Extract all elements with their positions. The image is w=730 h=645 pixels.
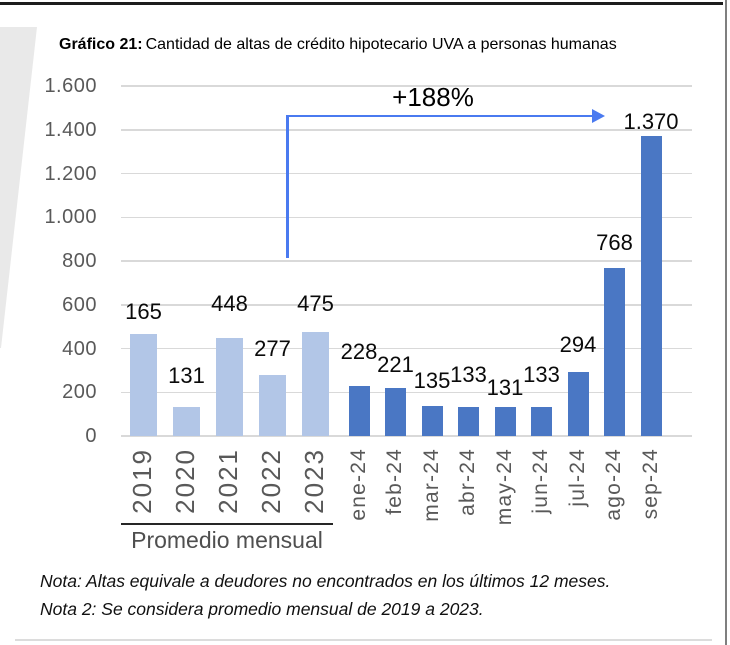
gridline	[121, 260, 692, 262]
bar-value-label-2023: 475	[297, 291, 334, 317]
bar-mar-24	[421, 406, 443, 436]
growth-annotation-label: +188%	[392, 82, 474, 112]
bar-ene-24	[348, 386, 370, 436]
group-axis-label: Promedio mensual	[131, 527, 323, 553]
bar-value-label-2020: 131	[168, 363, 205, 389]
bar-value-label-jul-24: 294	[559, 331, 597, 357]
growth-arrow-vertical	[286, 116, 289, 258]
gridline	[121, 129, 692, 131]
bar-2022	[259, 375, 286, 436]
x-axis-label-jul-24: jul-24	[565, 448, 589, 507]
bar-abr-24	[458, 406, 479, 436]
chart-title: Gráfico 21: Cantidad de altas de crédito …	[59, 36, 617, 54]
chart-title-number: Gráfico 21:	[59, 36, 143, 53]
x-axis-label-2021: 2021	[213, 448, 244, 514]
bar-value-label-2019: 165	[125, 299, 162, 325]
gridline	[121, 435, 692, 437]
bar-value-label-may-24: 131	[486, 375, 524, 401]
bar-value-label-sep-24: 1.370	[623, 109, 679, 135]
gridline	[121, 216, 692, 218]
gridline	[121, 85, 692, 87]
x-axis-label-sep-24: sep-24	[638, 448, 662, 520]
y-axis-tick-label: 200	[62, 381, 97, 404]
gridline	[121, 304, 692, 306]
y-axis-tick-label: 1.400	[44, 118, 97, 141]
bar-value-label-2021: 448	[211, 291, 248, 316]
note-line-1: Nota: Altas equivale a deudores no encon…	[40, 571, 611, 591]
x-axis-label-mar-24: mar-24	[419, 448, 443, 522]
bar-jul-24	[567, 371, 589, 436]
gridline	[121, 172, 692, 175]
bar-2019	[130, 334, 157, 436]
page-bottom-border	[15, 639, 712, 641]
bar-sep-24	[640, 136, 662, 436]
growth-arrow-head	[592, 109, 605, 123]
x-axis-label-2023: 2023	[299, 448, 330, 514]
page-top-border	[0, 2, 723, 5]
x-axis-label-may-24: may-24	[492, 448, 516, 526]
bar-feb-24	[385, 387, 406, 436]
page-right-edge	[724, 0, 727, 645]
bar-value-label-mar-24: 135	[413, 368, 451, 394]
y-axis-tick-label: 1.200	[44, 162, 97, 185]
bar-value-label-ago-24: 768	[596, 230, 633, 255]
bar-2020	[173, 407, 200, 436]
note-line-2: Nota 2: Se considera promedio mensual de…	[40, 598, 484, 619]
bar-value-label-abr-24: 133	[450, 361, 487, 387]
y-axis-tick-label: 1.000	[44, 206, 97, 229]
bar-value-label-jun-24: 133	[523, 361, 560, 387]
x-axis-label-ago-24: ago-24	[602, 448, 626, 521]
x-axis-label-2022: 2022	[256, 448, 287, 514]
bar-2023	[302, 332, 329, 436]
bar-jun-24	[531, 406, 552, 436]
x-axis-label-ene-24: ene-24	[346, 448, 370, 521]
x-axis-label-2020: 2020	[170, 448, 201, 514]
growth-arrow-horizontal	[286, 114, 592, 117]
y-axis-tick-label: 400	[62, 337, 97, 360]
x-axis-label-jun-24: jun-24	[529, 448, 553, 514]
chart-notes: Nota: Altas equivale a deudores no encon…	[40, 568, 610, 623]
x-axis-label-feb-24: feb-24	[383, 448, 407, 515]
y-axis-tick-label: 0	[85, 425, 97, 447]
gridline	[121, 391, 692, 393]
bar-2021	[216, 338, 243, 436]
y-axis-tick-label: 1.600	[44, 75, 97, 97]
y-axis-tick-label: 600	[62, 293, 97, 316]
x-axis-label-abr-24: abr-24	[456, 448, 480, 516]
bar-ago-24	[604, 268, 625, 436]
bar-may-24	[494, 407, 516, 436]
x-axis-label-2019: 2019	[127, 448, 158, 514]
gridline	[121, 347, 692, 350]
chart-title-text: Cantidad de altas de crédito hipotecario…	[145, 36, 617, 53]
y-axis-tick-label: 800	[62, 250, 97, 272]
group-axis-underline	[121, 523, 333, 525]
bar-value-label-ene-24: 228	[340, 339, 378, 365]
bar-value-label-2022: 277	[254, 336, 291, 362]
bar-value-label-feb-24: 221	[377, 351, 414, 377]
